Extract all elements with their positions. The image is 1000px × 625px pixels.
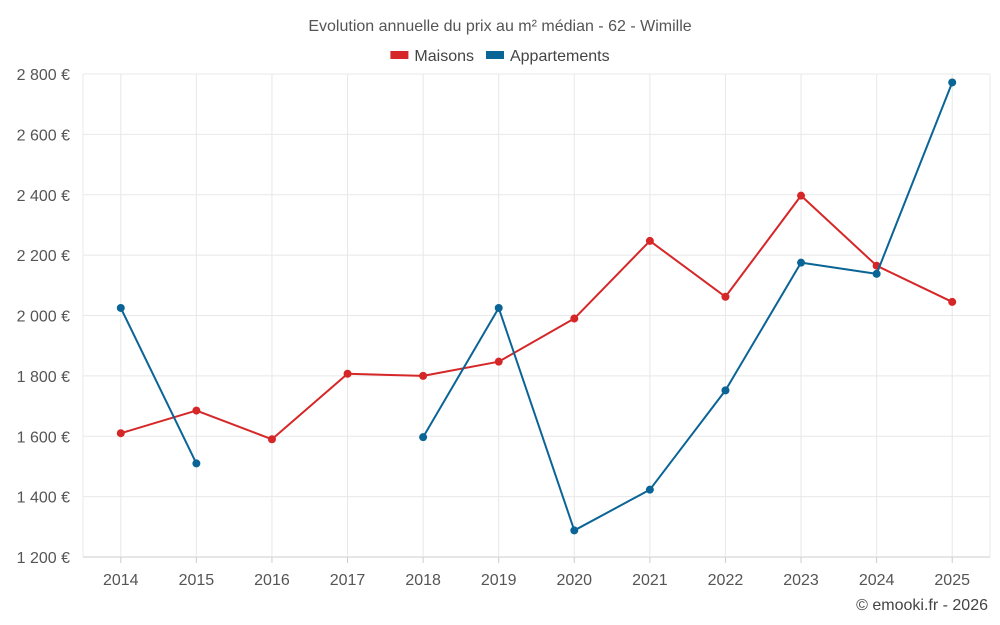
legend-item-appartements[interactable]: Appartements (485, 48, 610, 65)
data-point-appartements[interactable] (419, 433, 428, 442)
series-appartements (116, 78, 957, 535)
data-point-appartements[interactable] (192, 459, 201, 468)
legend-label: Maisons (414, 48, 474, 65)
legend: Maisons Appartements (390, 48, 610, 65)
data-point-maisons[interactable] (343, 369, 352, 378)
y-tick-label: 2 000 € (17, 309, 70, 326)
legend-swatch (390, 51, 409, 59)
data-point-appartements[interactable] (797, 258, 806, 267)
series-group (116, 78, 957, 535)
y-tick-label: 1 200 € (17, 550, 70, 567)
x-axis: 2014 2015 2016 2017 2018 2019 2020 2021 2022 2023… (103, 557, 970, 589)
y-tick-label: 1 600 € (17, 429, 70, 446)
data-point-maisons[interactable] (570, 314, 579, 323)
data-point-appartements[interactable] (645, 485, 654, 494)
y-tick-label: 1 800 € (17, 369, 70, 386)
data-point-maisons[interactable] (267, 435, 276, 444)
series-line-appartements (119, 307, 198, 464)
x-tick-label: 2022 (708, 572, 744, 589)
x-tick-label: 2017 (330, 572, 366, 589)
data-point-appartements[interactable] (948, 78, 957, 87)
x-tick-label: 2024 (859, 572, 895, 589)
data-point-maisons[interactable] (645, 236, 654, 245)
y-tick-label: 1 400 € (17, 490, 70, 507)
x-tick-label: 2023 (783, 572, 819, 589)
legend-item-maisons[interactable]: Maisons (390, 48, 474, 65)
chart-title: Evolution annuelle du prix au m² médian … (308, 18, 691, 35)
y-tick-label: 2 200 € (17, 248, 70, 265)
data-point-maisons[interactable] (494, 357, 503, 366)
data-point-maisons[interactable] (192, 406, 201, 415)
data-point-appartements[interactable] (721, 386, 730, 395)
data-point-appartements[interactable] (872, 269, 881, 278)
data-point-maisons[interactable] (419, 371, 428, 380)
x-tick-label: 2016 (254, 572, 290, 589)
series-line-appartements (422, 82, 954, 532)
series-line-maisons (120, 194, 953, 441)
x-tick-label: 2018 (405, 572, 441, 589)
x-tick-label: 2021 (632, 572, 668, 589)
x-tick-label: 2019 (481, 572, 517, 589)
y-axis: 1 200 € 1 400 € 1 600 € 1 800 € 2 000 € 2 200… (17, 67, 70, 567)
grid (82, 73, 991, 558)
x-tick-label: 2015 (179, 572, 215, 589)
credit-text: © emooki.fr - 2026 (856, 597, 988, 614)
legend-swatch (485, 51, 504, 59)
series-maisons (116, 191, 957, 444)
data-point-appartements[interactable] (116, 303, 125, 312)
data-point-maisons[interactable] (721, 292, 730, 301)
x-tick-label: 2014 (103, 572, 139, 589)
y-tick-label: 2 400 € (17, 188, 70, 205)
data-point-maisons[interactable] (116, 429, 125, 438)
data-point-maisons[interactable] (948, 297, 957, 306)
x-tick-label: 2020 (556, 572, 592, 589)
data-point-maisons[interactable] (797, 191, 806, 200)
data-point-appartements[interactable] (570, 526, 579, 535)
legend-label: Appartements (510, 48, 610, 65)
y-tick-label: 2 600 € (17, 127, 70, 144)
y-tick-label: 2 800 € (17, 67, 70, 84)
data-point-appartements[interactable] (494, 303, 503, 312)
x-tick-label: 2025 (934, 572, 970, 589)
